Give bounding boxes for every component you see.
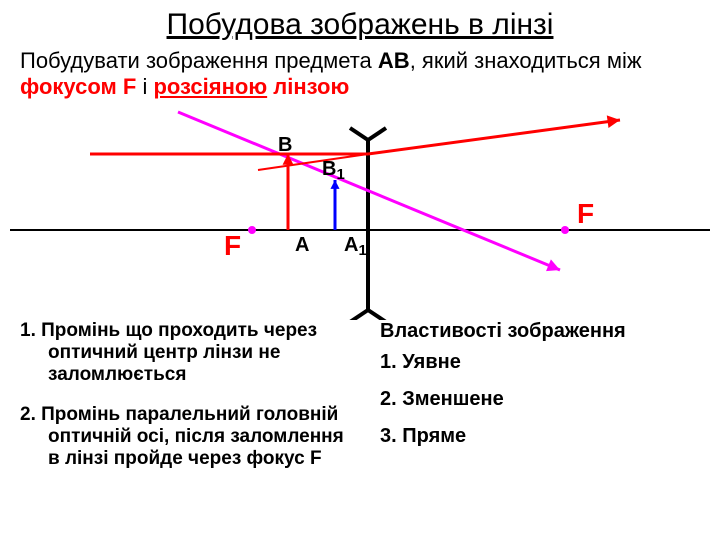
rays-steps: 1. Промінь що проходить через оптичний ц… (20, 320, 360, 488)
task-subtitle: Побудувати зображення предмета АВ, який … (0, 48, 720, 100)
step-2-num: 2. (20, 404, 41, 425)
prop-1: 1. Уявне (380, 351, 700, 374)
step-2-body2: в лінзі пройде через фокус F (20, 448, 360, 470)
step-1-body1: оптичний центр лінзи не (20, 342, 360, 364)
label-B: В (278, 134, 292, 157)
prop-2: 2. Зменшене (380, 388, 700, 411)
step-2-body1: оптичній осі, після заломлення (20, 426, 360, 448)
page-title: Побудова зображень в лінзі (0, 8, 720, 42)
subtitle-focus-word: фокусом (20, 74, 123, 99)
step-2: 2. Промінь паралельний головній оптичній… (20, 404, 360, 470)
label-F-right: F (577, 198, 594, 230)
label-F-left: F (224, 230, 241, 262)
subtitle-prefix: Побудувати зображення предмета (20, 48, 378, 73)
lens-diagram: F F А В А1 В1 (0, 100, 720, 320)
subtitle-lens-suffix: лінзою (267, 74, 349, 99)
subtitle-lens-word: розсіяною (153, 74, 267, 99)
step-1-body2: заломлюється (20, 364, 360, 386)
image-properties: Властивості зображення 1. Уявне 2. Зменш… (380, 320, 700, 462)
step-1-num: 1. (20, 320, 41, 341)
props-title: Властивості зображення (380, 320, 700, 343)
label-A1: А1 (344, 234, 367, 257)
prop-3: 3. Пряме (380, 425, 700, 448)
subtitle-focus-sym: F (123, 74, 136, 99)
step-2-head: Промінь паралельний головній (41, 404, 338, 425)
label-A: А (295, 234, 309, 257)
diagram-svg (0, 100, 720, 320)
subtitle-and: і (136, 74, 153, 99)
step-1: 1. Промінь що проходить через оптичний ц… (20, 320, 360, 386)
label-B1: В1 (322, 158, 345, 181)
step-1-head: Промінь що проходить через (41, 320, 317, 341)
subtitle-mid: , який знаходиться між (410, 48, 642, 73)
subtitle-object: АВ (378, 48, 410, 73)
